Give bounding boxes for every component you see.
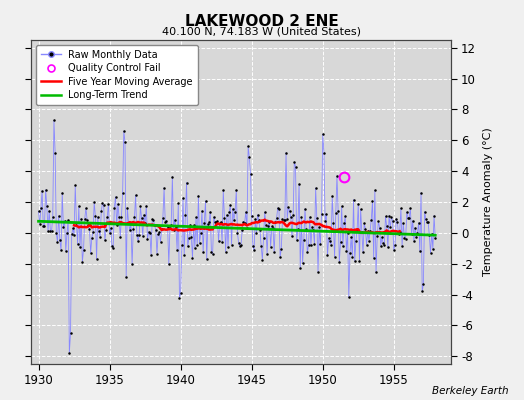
Text: 40.100 N, 74.183 W (United States): 40.100 N, 74.183 W (United States) bbox=[162, 26, 362, 36]
Text: Berkeley Earth: Berkeley Earth bbox=[432, 386, 508, 396]
Text: LAKEWOOD 2 ENE: LAKEWOOD 2 ENE bbox=[185, 14, 339, 29]
Legend: Raw Monthly Data, Quality Control Fail, Five Year Moving Average, Long-Term Tren: Raw Monthly Data, Quality Control Fail, … bbox=[36, 45, 198, 105]
Y-axis label: Temperature Anomaly (°C): Temperature Anomaly (°C) bbox=[483, 128, 493, 276]
